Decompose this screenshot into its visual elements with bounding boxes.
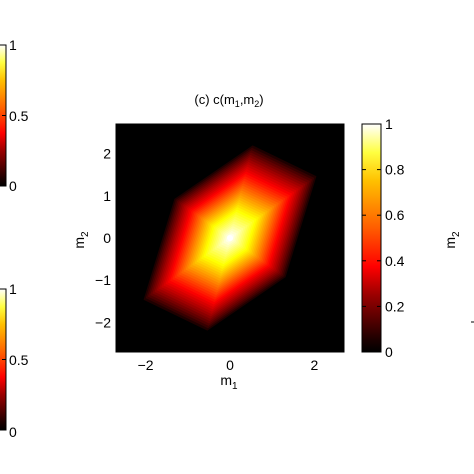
left-top-colorbar-tick-0: 0 <box>9 178 17 194</box>
y-tick-label: 1 <box>103 188 111 204</box>
left-bottom-colorbar-tick-0.5: 0.5 <box>9 352 29 368</box>
heatmap-title-main: (c) c(m <box>194 92 234 107</box>
colorbar-tick-label: 1 <box>385 116 393 132</box>
heatmap-x-label-sub: 1 <box>232 381 238 392</box>
colorbar-tick-label: 0.2 <box>385 298 405 314</box>
heatmap-colorbar: 1 0.8 0.6 0.4 0.2 0 <box>361 116 405 360</box>
heatmap-title: (c) c(m1,m2) <box>194 92 263 109</box>
heatmap-title-end: ) <box>259 92 263 107</box>
left-top-colorbar: 1 0.5 0 <box>0 37 29 194</box>
heatmap-layers <box>141 143 319 333</box>
left-bottom-colorbar: 1 0.5 0 <box>0 281 29 440</box>
heatmap-y-label: m2 <box>71 231 91 249</box>
y-tick-label: 2 <box>103 146 111 162</box>
left-top-colorbar-tick-1: 1 <box>9 37 17 53</box>
heatmap-x-ticks: −2 0 2 <box>138 124 319 373</box>
heatmap-title-mid: ,m <box>240 92 254 107</box>
left-bottom-colorbar-tick-1: 1 <box>9 281 17 297</box>
heatmap-y-label-sub: 2 <box>80 231 91 237</box>
heatmap-colorbar-ticks: 1 0.8 0.6 0.4 0.2 0 <box>362 116 405 360</box>
colorbar-tick-label: 0.4 <box>385 253 405 269</box>
heatmap-y-label-main: m <box>71 237 87 249</box>
left-bottom-colorbar-tick-0: 0 <box>9 424 17 440</box>
heatmap-x-label-main: m <box>220 372 232 388</box>
y-tick-label: −1 <box>95 272 111 288</box>
right-panel-y-label-sub: 2 <box>451 231 462 237</box>
right-panel-fragment: m2 <box>442 231 474 323</box>
colorbar-tick-label: 0 <box>385 344 393 360</box>
y-tick-label: 0 <box>103 230 111 246</box>
left-top-colorbar-tick-0.5: 0.5 <box>9 108 29 124</box>
colorbar-tick-label: 0.8 <box>385 162 405 178</box>
right-panel-y-label: m2 <box>442 231 462 249</box>
heatmap-plot <box>115 123 345 353</box>
heatmap-title-sub1: 1 <box>235 99 240 109</box>
heatmap-colorbar-gradient <box>361 123 382 353</box>
right-panel-y-label-main: m <box>442 237 458 249</box>
heatmap-peak <box>227 235 233 241</box>
x-tick-label: 2 <box>311 357 319 373</box>
heatmap-y-ticks: 2 1 0 −1 −2 <box>95 146 344 330</box>
heatmap-title-sub2: 2 <box>254 99 259 109</box>
x-tick-label: 0 <box>226 357 234 373</box>
colorbar-tick-label: 0.6 <box>385 207 405 223</box>
heatmap-x-label: m1 <box>220 372 238 392</box>
y-tick-label: −2 <box>95 314 111 330</box>
x-tick-label: −2 <box>138 357 154 373</box>
